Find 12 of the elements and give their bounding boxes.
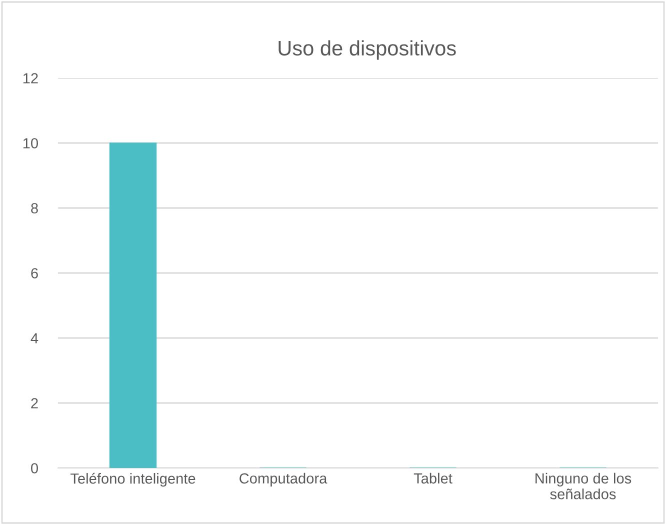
y-tick-label: 6 — [31, 268, 38, 278]
chart-title: Uso de dispositivos — [278, 40, 456, 60]
x-tick-label: Computadora — [240, 472, 328, 486]
x-tick-label: Tablet — [414, 472, 452, 484]
x-tick-label: Teléfono inteligente — [70, 472, 196, 487]
y-tick-label: 4 — [30, 333, 38, 344]
y-tick-label: 10 — [23, 138, 38, 148]
x-tick-label: Ninguno de los señalados — [536, 472, 632, 500]
y-tick-label: 2 — [31, 398, 38, 408]
y-tick-label: 12 — [23, 73, 38, 84]
y-tick-label: 8 — [31, 203, 38, 214]
y-tick-label: 0 — [31, 463, 38, 474]
